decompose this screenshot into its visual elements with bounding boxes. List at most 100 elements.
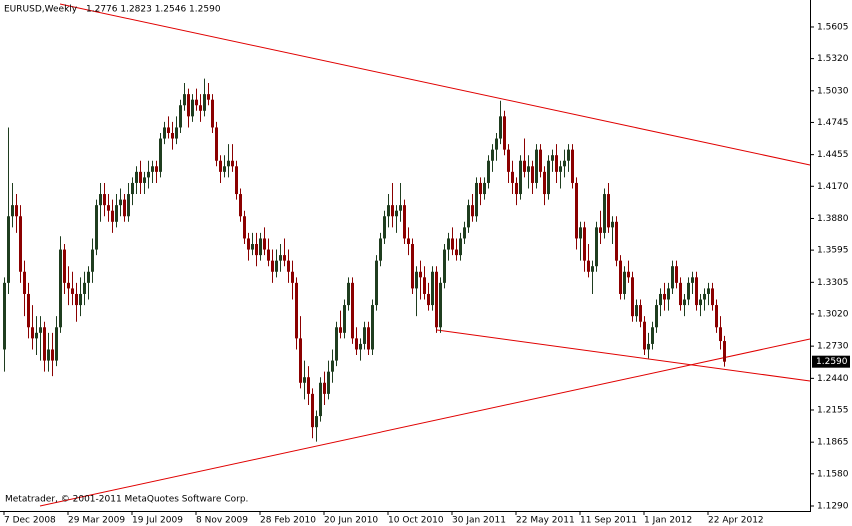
trendline [59, 3, 811, 166]
candle-body [131, 182, 134, 195]
candle-body [515, 182, 518, 195]
candle-body [567, 149, 570, 161]
y-tick-label: 1.3020 [817, 309, 849, 319]
candle-body [379, 238, 382, 261]
candle-body [31, 327, 34, 339]
candle-body [383, 216, 386, 239]
x-tick-label: 30 Jan 2011 [452, 516, 506, 526]
candle-body [531, 166, 534, 183]
candle-body [639, 305, 642, 322]
candle-body [55, 327, 58, 361]
candle-body [215, 127, 218, 161]
candle-body [523, 160, 526, 172]
y-tick-label: 1.3880 [817, 214, 849, 224]
candle-body [67, 282, 70, 289]
candle-body [699, 299, 702, 306]
candle-body [607, 194, 610, 228]
candle-body [539, 149, 542, 172]
candle-body [159, 138, 162, 172]
candle-body [335, 327, 338, 361]
candle-body [707, 288, 710, 294]
candle-body [551, 155, 554, 161]
candle-body [451, 238, 454, 250]
candle-body [71, 288, 74, 294]
candle-body [255, 244, 258, 256]
candle-body [571, 149, 574, 183]
candle-body [151, 166, 154, 172]
candle-body [211, 99, 214, 128]
candle-body [179, 105, 182, 128]
candle-body [559, 166, 562, 172]
candle-body [291, 271, 294, 283]
candle-body [359, 343, 362, 350]
candle-body [611, 221, 614, 228]
y-tick-label: 1.1580 [817, 469, 849, 479]
candle-body [543, 171, 546, 195]
candle-body [203, 94, 206, 111]
y-tick-label: 1.1290 [817, 502, 849, 512]
candle-body [299, 338, 302, 383]
candle-body [679, 282, 682, 306]
candle-body [227, 160, 230, 167]
candle-body [599, 227, 602, 233]
candle-body [423, 277, 426, 294]
candle-body [339, 327, 342, 333]
candle-body [411, 244, 414, 289]
candle-body [643, 321, 646, 350]
candle-body [623, 271, 626, 294]
candle-body [183, 94, 186, 106]
candle-body [419, 271, 422, 278]
candle-body [459, 238, 462, 256]
candle-body [63, 249, 66, 283]
candle-body [435, 271, 438, 328]
x-tick-label: 8 Nov 2009 [196, 516, 248, 526]
candle-body [191, 99, 194, 117]
candle-body [15, 205, 18, 217]
candle-body [331, 360, 334, 372]
y-tick-label: 1.2440 [817, 374, 849, 384]
candle-body [495, 138, 498, 150]
candle-body [431, 271, 434, 306]
candle-body [243, 216, 246, 239]
y-tick-label: 1.2155 [817, 405, 849, 415]
candle-body [99, 194, 102, 206]
candle-body [487, 160, 490, 183]
candle-body [695, 277, 698, 306]
candle-body [375, 260, 378, 306]
candle-body [563, 160, 566, 167]
candle-body [355, 338, 358, 350]
candle-body [659, 293, 662, 306]
candle-body [491, 149, 494, 161]
candle-body [391, 205, 394, 217]
y-tick-label: 1.4170 [817, 182, 849, 192]
candle-body [75, 293, 78, 306]
y-tick-label: 1.2730 [817, 342, 849, 352]
y-tick-label: 1.5605 [817, 22, 849, 32]
candle-body [655, 305, 658, 328]
x-tick-label: 11 Sep 2011 [580, 516, 637, 526]
candle-body [47, 349, 50, 361]
candle-body [287, 260, 290, 272]
candle-body [715, 305, 718, 328]
y-tick-label: 1.4455 [817, 150, 849, 160]
candle-body [123, 199, 126, 217]
candle-body [603, 194, 606, 233]
candle-body [87, 271, 90, 283]
candle-body [619, 260, 622, 294]
candle-body [387, 205, 390, 217]
candle-body [519, 160, 522, 195]
candle-body [455, 249, 458, 256]
candle-body [279, 255, 282, 261]
x-tick-label: 19 Jul 2009 [132, 516, 183, 526]
candle-body [271, 260, 274, 272]
candle-body [7, 216, 10, 283]
candle-body [27, 293, 30, 328]
x-tick-label: 1 Jan 2012 [644, 516, 692, 526]
candle-body [251, 244, 254, 250]
candle-body [83, 282, 86, 294]
candle-body [263, 238, 266, 250]
y-tick-label: 1.1865 [817, 438, 849, 448]
candle-body [127, 194, 130, 217]
